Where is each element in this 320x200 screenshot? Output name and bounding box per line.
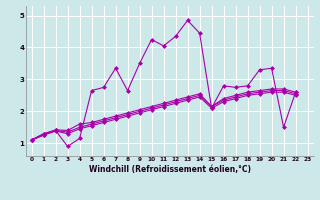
X-axis label: Windchill (Refroidissement éolien,°C): Windchill (Refroidissement éolien,°C)	[89, 165, 251, 174]
